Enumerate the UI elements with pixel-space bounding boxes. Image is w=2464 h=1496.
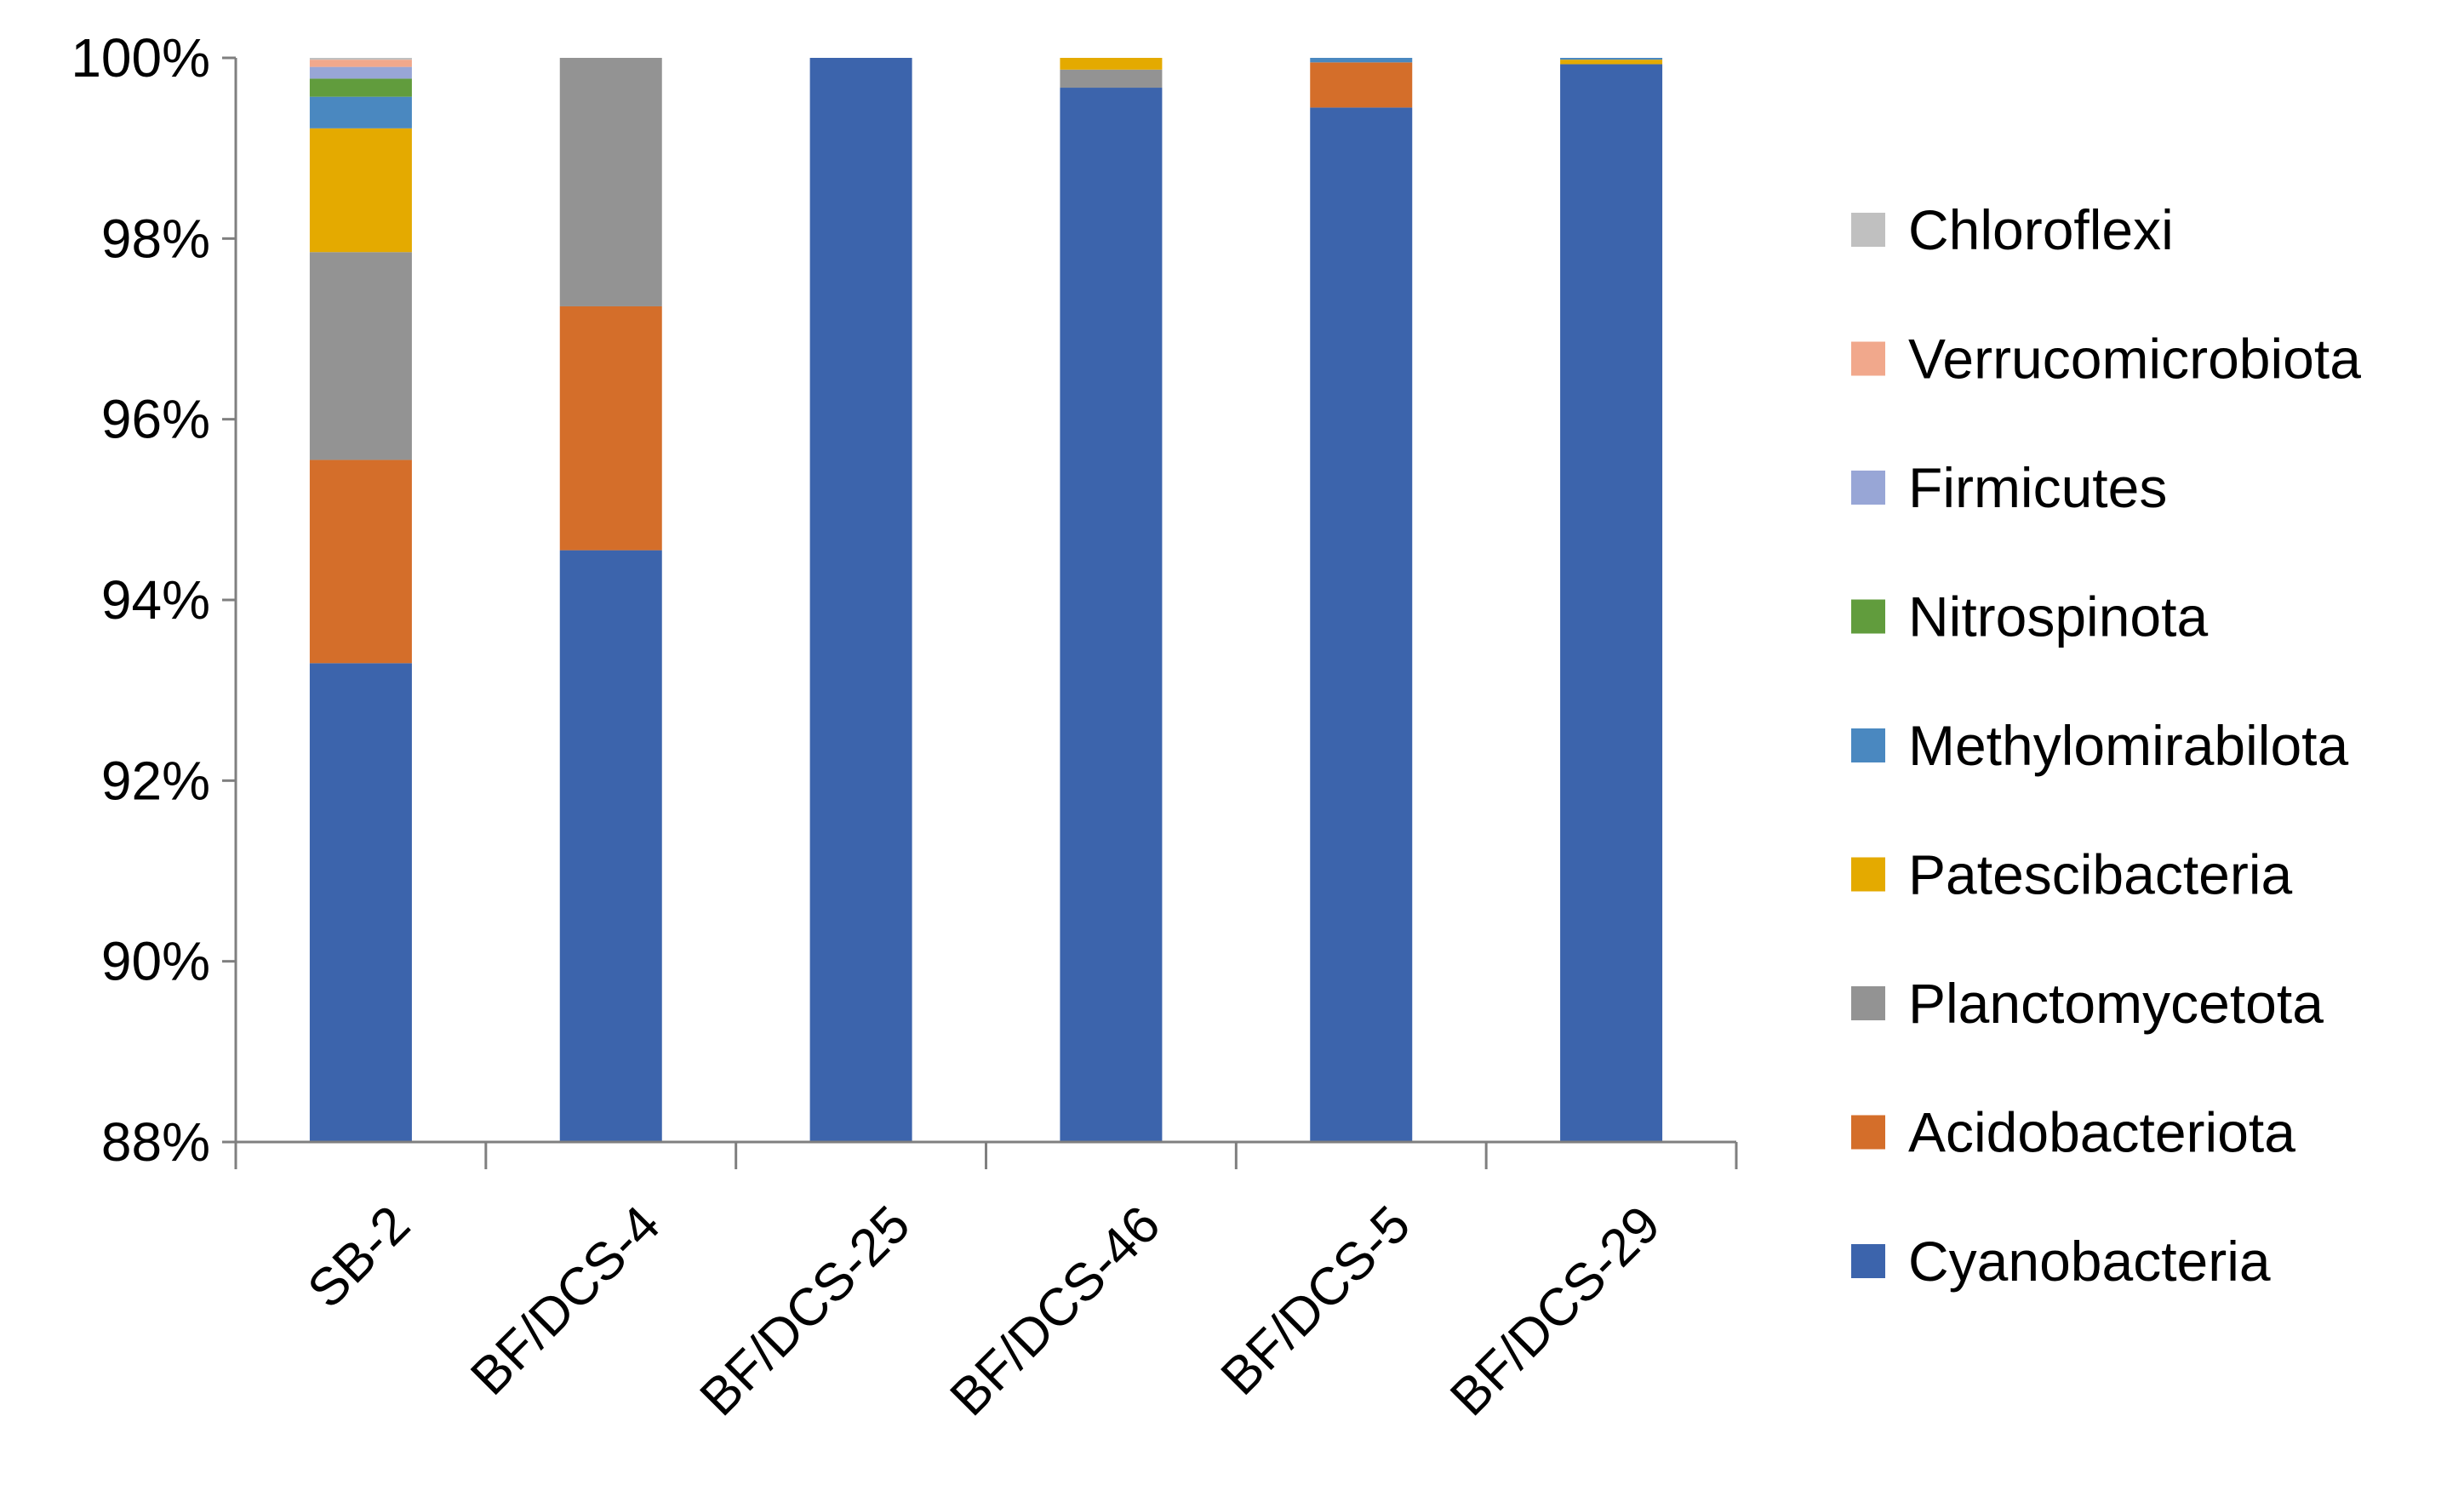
legend-item-methylomirabilota: Methylomirabilota (1851, 714, 2348, 777)
x-tick-label: BF/DCS-5 (1210, 1195, 1422, 1407)
bar-segment-bf-dcs-29-patescibacteria (1560, 60, 1663, 65)
bar-segment-bf-dcs-4-planctomycetota (559, 58, 662, 306)
bar-segment-sb-2-patescibacteria (309, 128, 412, 253)
y-tick-label: 90% (101, 931, 210, 992)
legend-item-firmicutes: Firmicutes (1851, 456, 2167, 519)
bar-segment-bf-dcs-5-cyanobacteria (1310, 107, 1413, 1142)
bar-segment-bf-dcs-5-acidobacteriota (1310, 62, 1413, 108)
legend-item-chloroflexi: Chloroflexi (1851, 198, 2174, 261)
bar-segment-sb-2-planctomycetota (309, 252, 412, 460)
bar-segment-sb-2-acidobacteriota (309, 460, 412, 664)
legend-swatch (1851, 599, 1885, 634)
y-tick-label: 96% (101, 389, 210, 450)
legend-item-nitrospinota: Nitrospinota (1851, 585, 2208, 648)
legend-item-planctomycetota: Planctomycetota (1851, 972, 2324, 1035)
legend-swatch (1851, 728, 1885, 762)
bar-segment-bf-dcs-25-cyanobacteria (809, 58, 912, 1142)
legend-label: Chloroflexi (1908, 198, 2174, 261)
y-tick-label: 92% (101, 750, 210, 811)
legend-label: Cyanobacteria (1908, 1230, 2271, 1293)
bar-segment-sb-2-nitrospinota (309, 78, 412, 97)
legend-swatch (1851, 986, 1885, 1020)
legend-swatch (1851, 471, 1885, 505)
bar-segment-bf-dcs-46-patescibacteria (1060, 58, 1163, 70)
legend-label: Methylomirabilota (1908, 714, 2348, 777)
y-axis-tick-labels: 88% 90% 92% 94% 96% 98% 100% (71, 27, 210, 1173)
legend-label: Nitrospinota (1908, 585, 2208, 648)
bars-layer (309, 58, 1663, 1143)
legend-swatch (1851, 1244, 1885, 1278)
bar-segment-bf-dcs-5-methylomirabilota (1310, 58, 1413, 63)
legend-label: Patescibacteria (1908, 843, 2293, 906)
legend-label: Acidobacteriota (1908, 1101, 2295, 1164)
y-tick-label: 100% (71, 27, 210, 89)
legend: Chloroflexi Verrucomicrobiota Firmicutes Ni… (1851, 198, 2361, 1293)
legend-item-acidobacteriota: Acidobacteriota (1851, 1101, 2295, 1164)
bar-segment-sb-2-chloroflexi (309, 58, 412, 60)
bar-segment-bf-dcs-29-methylomirabilota (1560, 58, 1663, 60)
legend-swatch (1851, 341, 1885, 376)
x-tick-label: BF/DCS-29 (1439, 1195, 1672, 1427)
x-tick-label: BF/DCS-4 (460, 1195, 672, 1407)
bar-segment-bf-dcs-29-cyanobacteria (1560, 64, 1663, 1143)
bar-segment-bf-dcs-4-acidobacteriota (559, 305, 662, 551)
x-axis-tick-labels: SB-2 BF/DCS-4 BF/DCS-25 BF/DCS-46 BF/DCS-5 BF… (297, 1195, 1672, 1427)
bar-segment-sb-2-cyanobacteria (309, 663, 412, 1142)
y-tick-label: 98% (101, 208, 210, 269)
x-tick-label: BF/DCS-25 (689, 1195, 922, 1427)
y-tick-label: 94% (101, 569, 210, 631)
bar-segment-bf-dcs-46-planctomycetota (1060, 69, 1163, 89)
legend-label: Firmicutes (1908, 456, 2167, 519)
legend-item-patescibacteria: Patescibacteria (1851, 843, 2293, 906)
x-tick-label: SB-2 (297, 1195, 421, 1319)
legend-label: Verrucomicrobiota (1908, 328, 2361, 391)
bar-segment-sb-2-firmicutes (309, 66, 412, 79)
axes-layer (222, 56, 1738, 1169)
bar-segment-bf-dcs-46-cyanobacteria (1060, 88, 1163, 1142)
legend-item-verrucomicrobiota: Verrucomicrobiota (1851, 328, 2361, 391)
bar-segment-sb-2-methylomirabilota (309, 96, 412, 128)
bar-segment-sb-2-verrucomicrobiota (309, 60, 412, 67)
bar-segment-bf-dcs-4-cyanobacteria (559, 550, 662, 1142)
legend-swatch (1851, 857, 1885, 892)
legend-swatch (1851, 1115, 1885, 1150)
legend-item-cyanobacteria: Cyanobacteria (1851, 1230, 2271, 1293)
legend-swatch (1851, 213, 1885, 247)
x-tick-label: BF/DCS-46 (940, 1195, 1172, 1427)
y-tick-label: 88% (101, 1111, 210, 1173)
legend-label: Planctomycetota (1908, 972, 2324, 1035)
